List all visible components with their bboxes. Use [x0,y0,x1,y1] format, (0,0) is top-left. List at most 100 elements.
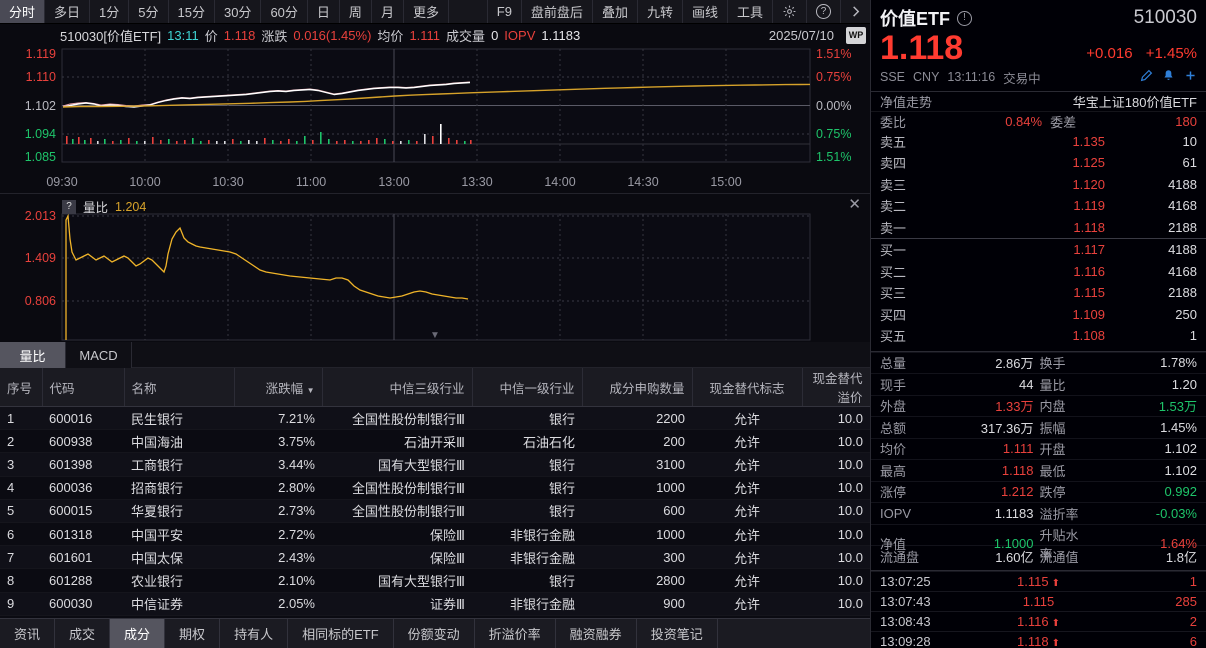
period-tab-month[interactable]: 月 [372,0,404,23]
chevron-right-icon[interactable] [840,0,870,23]
period-tab-day[interactable]: 日 [308,0,340,23]
cell-industry1: 银行 [472,476,582,500]
toolbar-jiuzhuan[interactable]: 九转 [636,0,682,23]
cell-name: 中国海油 [124,429,234,454]
arrow-up-icon: ⬆ [1051,617,1060,629]
svg-text:1.51%: 1.51% [816,47,851,61]
bid-row[interactable]: 买二 1.116 4168 [871,261,1206,283]
bottom-tab-premium-rate[interactable]: 折溢价率 [475,619,556,648]
ask-row[interactable]: 卖四 1.125 61 [871,152,1206,174]
bottom-tab-trades[interactable]: 成交 [55,619,111,648]
edit-icon[interactable] [1140,69,1153,85]
info-icon[interactable]: ! [957,10,972,26]
table-row[interactable]: 4 600036 招商银行 2.80% 全国性股份制银行Ⅲ 银行 1000 允许 10.0 [0,476,870,500]
cell-no: 2 [0,429,42,454]
table-row[interactable]: 8 601288 农业银行 2.10% 国有大型银行Ⅲ 银行 2800 允许 10.0 [0,568,870,593]
stat-row: 外盘 1.33万 内盘 1.53万 [871,394,1206,417]
period-tab-week[interactable]: 周 [340,0,372,23]
col-header-change[interactable]: 涨跌幅 ▼ [234,368,323,407]
table-row[interactable]: 1 600016 民生银行 7.21% 全国性股份制银行Ⅲ 银行 2200 允许 10.0 [0,406,870,431]
bid-row[interactable]: 买四 1.109 250 [871,304,1206,326]
period-tab-more[interactable]: 更多 [404,0,449,23]
table-row[interactable]: 9 600030 中信证券 2.05% 证券Ⅲ 非银行金融 900 允许 10.0 [0,592,870,616]
bottom-tab-notes[interactable]: 投资笔记 [637,619,718,648]
period-tab-5min[interactable]: 5分 [129,0,169,23]
ask-row[interactable]: 卖五 1.135 10 [871,131,1206,153]
nav-trend-row[interactable]: 净值走势 华宝上证180价值ETF [871,90,1206,111]
stat-key-4a: 均价 [880,442,907,458]
quote-time: 13:11 [167,27,199,43]
col-header-premium[interactable]: 现金替代溢价 [802,368,871,407]
ask-row[interactable]: 卖二 1.119 4168 [871,195,1206,217]
period-tab-30min[interactable]: 30分 [215,0,262,23]
stat-key-9a: 流通盘 [880,549,920,565]
tick-qty-3: 6 [1189,633,1197,648]
time-tick-1030: 10:30 [212,175,244,189]
close-icon[interactable]: ✕ [848,196,861,213]
toolbar-drawline[interactable]: 画线 [681,0,727,23]
ask-row[interactable]: 卖三 1.120 4188 [871,174,1206,196]
svg-text:1.094: 1.094 [25,127,56,141]
bottom-tab-options[interactable]: 期权 [165,619,221,648]
col-header-ind1[interactable]: 中信一级行业 [472,368,583,407]
period-tab-duori[interactable]: 多日 [45,0,91,23]
bid-price-3: 1.109 [1072,306,1105,322]
col-header-name[interactable]: 名称 [124,368,235,407]
bid-row[interactable]: 买一 1.117 4188 [871,239,1206,261]
period-tab-fenshi[interactable]: 分时 [0,0,46,23]
stat-value-1b: 1.20 [1171,376,1197,392]
bottom-tab-news[interactable]: 资讯 [0,619,56,648]
toolbar-overlay[interactable]: 叠加 [591,0,637,23]
period-toolbar: 分时 多日 1分 5分 15分 30分 60分 日 周 月 更多 F9 盘前盘后… [0,0,870,24]
bid-row[interactable]: 买五 1.108 1 [871,325,1206,347]
col-header-ind3[interactable]: 中信三级行业 [322,368,473,407]
quote-change-label: 涨跌 [261,28,288,44]
bottom-tab-constituents[interactable]: 成分 [110,619,166,648]
help-icon[interactable]: ? [62,199,76,214]
intraday-chart[interactable]: 1.119 1.110 1.102 1.094 1.085 1.51% 0.75… [0,46,870,172]
gear-icon[interactable] [772,0,806,23]
stat-key-2a: 外盘 [880,399,907,415]
table-row[interactable]: 3 601398 工商银行 3.44% 国有大型银行Ⅲ 银行 3100 允许 10.0 [0,452,870,477]
table-row[interactable]: 5 600015 华夏银行 2.73% 全国性股份制银行Ⅲ 银行 600 允许 10.0 [0,499,870,523]
time-tick-1000: 10:00 [129,175,161,189]
toolbar-f9[interactable]: F9 [486,0,521,23]
col-header-code[interactable]: 代码 [42,368,125,407]
bid-row[interactable]: 买三 1.115 2188 [871,282,1206,304]
tick-qty-1: 285 [1175,593,1197,609]
toolbar-prepost[interactable]: 盘前盘后 [520,0,592,23]
toolbar-tools[interactable]: 工具 [726,0,772,23]
period-tab-60min[interactable]: 60分 [261,0,308,23]
tick-row: 13:07:43 1.115 285 [871,590,1206,611]
period-tab-1min[interactable]: 1分 [90,0,130,23]
volume-ratio-chart[interactable]: ? 量比 1.204 ✕ 2.013 1 [0,194,870,342]
table-row[interactable]: 2 600938 中国海油 3.75% 石油开采Ⅲ 石油石化 200 允许 10.0 [0,429,870,454]
bottom-tab-margin[interactable]: 融资融券 [556,619,637,648]
bottom-tab-same-etf[interactable]: 相同标的ETF [288,619,394,648]
cell-cash-premium: 10.0 [802,545,870,570]
bid-list: 买一 1.117 4188 买二 1.116 4168 买三 1.115 2188 买四 1.109… [871,238,1206,347]
ask-volume-4: 2188 [1168,219,1197,235]
plus-icon[interactable] [1184,69,1197,85]
col-header-flag[interactable]: 现金替代标志 [692,368,803,407]
ask-row[interactable]: 卖一 1.118 2188 [871,217,1206,239]
cell-no: 6 [0,522,42,547]
bell-icon[interactable] [1162,69,1175,85]
col-header-qty[interactable]: 成分申购数量 [582,368,693,407]
table-row[interactable]: 6 601318 中国平安 2.72% 保险Ⅲ 非银行金融 1000 允许 10.0 [0,522,870,547]
stat-key-6a: 涨停 [880,485,907,501]
bottom-tab-share-change[interactable]: 份额变动 [394,619,475,648]
col-header-no[interactable]: 序号 [0,368,43,407]
chevron-down-icon[interactable]: ▼ [430,330,440,341]
table-row[interactable]: 7 601601 中国太保 2.43% 保险Ⅲ 非银行金融 300 允许 10.0 [0,545,870,570]
indicator-tab-liangbi[interactable]: 量比 [0,342,66,368]
indicator-tab-macd[interactable]: MACD [66,342,132,368]
svg-text:1.102: 1.102 [25,99,56,113]
cell-change: 3.44% [234,452,322,477]
bid-volume-2: 2188 [1168,285,1197,301]
bottom-tab-holders[interactable]: 持有人 [220,619,289,648]
period-tab-15min[interactable]: 15分 [169,0,215,23]
quote-code-name: 510030[价值ETF] [60,28,162,44]
help-icon[interactable]: ? [806,0,840,23]
ask-label-1: 卖四 [880,156,907,172]
